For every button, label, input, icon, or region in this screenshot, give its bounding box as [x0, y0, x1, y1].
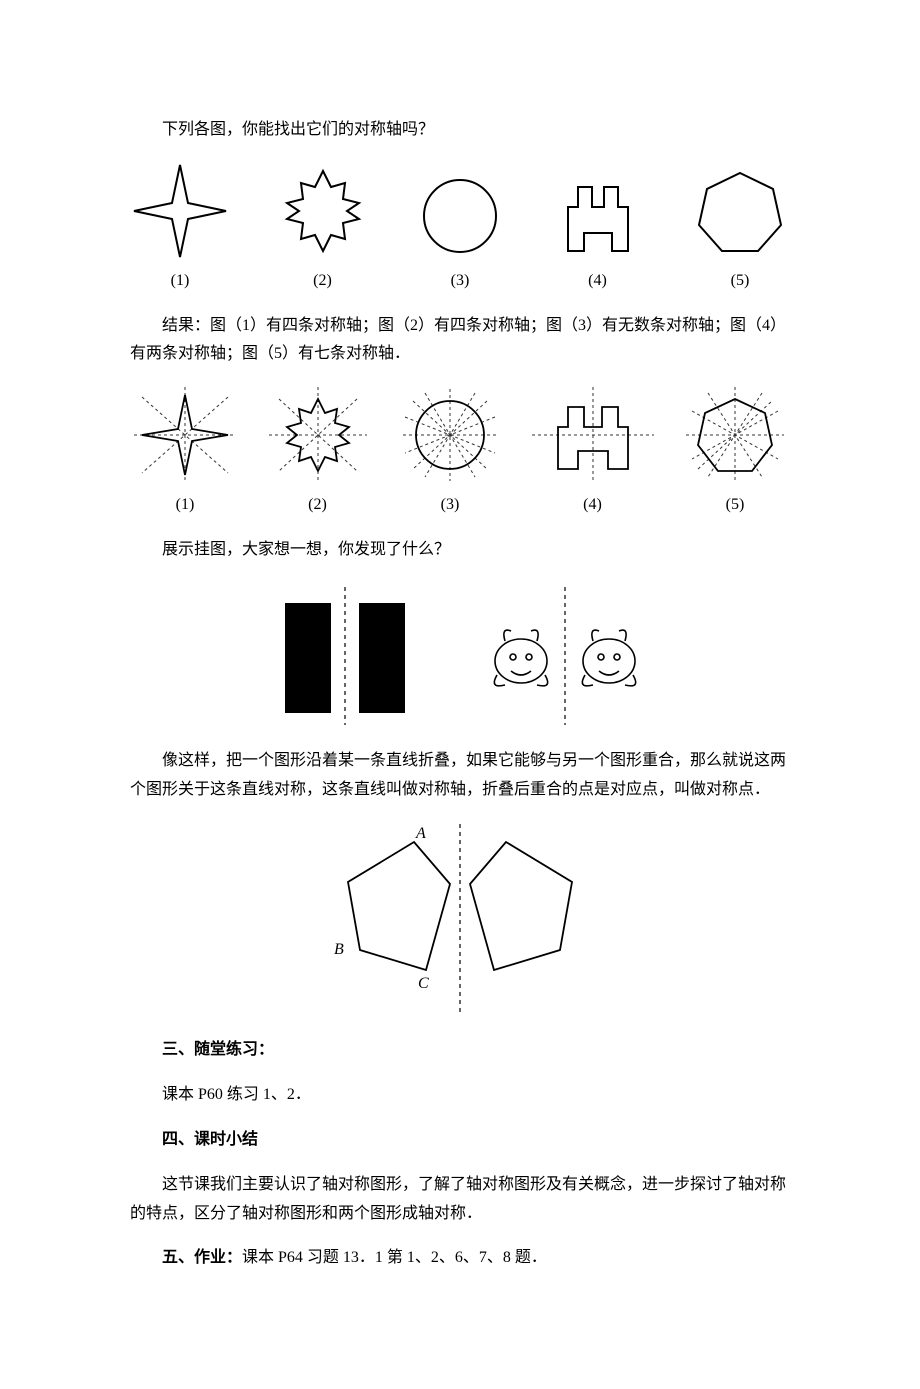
fig5-label: (5) [731, 267, 750, 296]
fig2b: (2) [263, 385, 373, 520]
circle-icon [415, 171, 505, 261]
fig1-label: (1) [171, 267, 190, 296]
figure-row-3 [130, 581, 790, 731]
pentagon-pair: A B C [130, 820, 790, 1020]
fig3-label: (3) [451, 267, 470, 296]
line2: 展示挂图，大家想一想，你发现了什么？ [130, 536, 790, 565]
h5-prefix: 五、作业： [162, 1249, 242, 1266]
result-line: 结果：图（1）有四条对称轴；图（2）有四条对称轴；图（3）有无数条对称轴；图（4… [130, 312, 790, 370]
pentagon-pair-icon: A B C [290, 820, 630, 1020]
fig2-label: (2) [313, 267, 332, 296]
star4-axes-icon [130, 385, 240, 485]
fig1b-label: (1) [176, 491, 195, 520]
heptagon-axes-icon [680, 385, 790, 485]
fig5b-label: (5) [726, 491, 745, 520]
castle-axes-icon [528, 385, 658, 485]
fig5b: (5) [680, 385, 790, 520]
figure-row-2: (1) (2) [130, 385, 790, 520]
star4-icon [130, 161, 230, 261]
figure-row-1: (1) (2) (3) (4) (5) [130, 161, 790, 296]
heptagon-icon [690, 161, 790, 261]
h5-rest: 课本 P64 习题 13．1 第 1、2、6、7、8 题． [242, 1249, 547, 1266]
circle-axes-icon [395, 385, 505, 485]
castle-icon [548, 171, 648, 261]
heading-3: 三、随堂练习： [130, 1036, 790, 1065]
summary-para: 这节课我们主要认识了轴对称图形，了解了轴对称图形及有关概念，进一步探讨了轴对称的… [130, 1171, 790, 1229]
heading-5: 五、作业：课本 P64 习题 13．1 第 1、2、6、7、8 题． [130, 1244, 790, 1273]
fig4-castle: (4) [548, 171, 648, 296]
fig3-circle: (3) [415, 171, 505, 296]
fig4b-label: (4) [583, 491, 602, 520]
fig5-heptagon: (5) [690, 161, 790, 296]
fig3b: (3) [395, 385, 505, 520]
para2: 像这样，把一个图形沿着某一条直线折叠，如果它能够与另一个图形重合，那么就说这两个… [130, 747, 790, 805]
star8-axes-icon [263, 385, 373, 485]
fig1-star4: (1) [130, 161, 230, 296]
fig2-star8poly: (2) [273, 161, 373, 296]
document-page: 下列各图，你能找出它们的对称轴吗？ (1) (2) (3) (4) [0, 0, 920, 1389]
fig1b: (1) [130, 385, 240, 520]
label-B: B [334, 941, 344, 958]
heading-4: 四、课时小结 [130, 1126, 790, 1155]
star8poly-icon [273, 161, 373, 261]
rect-pair-icon [255, 581, 435, 731]
label-A: A [415, 825, 426, 842]
fig4b: (4) [528, 385, 658, 520]
exercise-1: 课本 P60 练习 1、2． [130, 1081, 790, 1110]
intro-line: 下列各图，你能找出它们的对称轴吗？ [130, 116, 790, 145]
face-pair-icon [465, 581, 665, 731]
fig2b-label: (2) [308, 491, 327, 520]
label-C: C [418, 975, 429, 992]
fig3b-label: (3) [441, 491, 460, 520]
fig4-label: (4) [588, 267, 607, 296]
